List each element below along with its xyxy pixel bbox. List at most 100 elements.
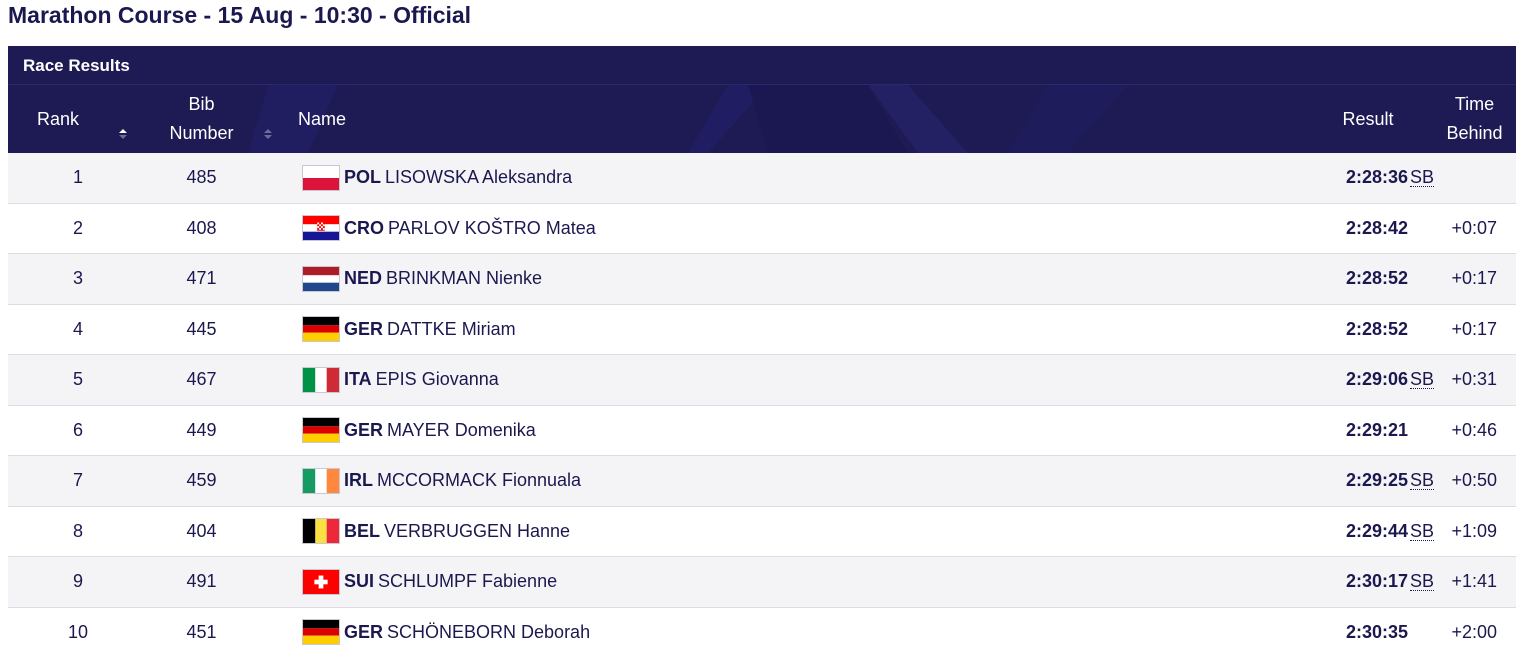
athlete-name[interactable]: MCCORMACK Fionnuala <box>377 470 582 491</box>
rank-cell: 9 <box>72 571 83 592</box>
result-cell: 2:28:52 <box>1345 318 1408 339</box>
athlete-name[interactable]: VERBRUGGEN Hanne <box>384 520 571 541</box>
athlete-cell[interactable]: SUI SCHLUMPF Fabienne <box>302 557 1202 607</box>
page-title: Marathon Course - 15 Aug - 10:30 - Offic… <box>8 2 472 28</box>
athlete-cell[interactable]: CRO PARLOV KOŠTRO Matea <box>302 204 1202 254</box>
record-mark <box>1410 204 1440 254</box>
bib-cell: 467 <box>186 369 217 390</box>
record-mark: SB <box>1410 167 1435 188</box>
results-table: Race Results Rank Bib Number Name Result <box>8 46 1516 656</box>
table-row[interactable]: 5 467 ITA EPIS Giovanna 2:29:06 SB +0:31 <box>8 355 1516 406</box>
germany-flag-icon <box>302 316 340 343</box>
rank-cell: 4 <box>72 318 83 339</box>
athlete-cell[interactable]: ITA EPIS Giovanna <box>302 355 1202 405</box>
nationality-code: POL <box>344 167 382 188</box>
table-row[interactable]: 7 459 IRL MCCORMACK Fionnuala 2:29:25 SB… <box>8 456 1516 507</box>
athlete-cell[interactable]: GER DATTKE Miriam <box>302 305 1202 355</box>
result-cell: 2:30:17 <box>1345 571 1408 592</box>
athlete-name[interactable]: LISOWSKA Aleksandra <box>385 167 573 188</box>
athlete-cell[interactable]: GER SCHÖNEBORN Deborah <box>302 608 1202 656</box>
table-row[interactable]: 10 451 GER SCHÖNEBORN Deborah 2:30:35 +2… <box>8 607 1516 656</box>
rank-cell: 7 <box>72 470 83 491</box>
athlete-cell[interactable]: POL LISOWSKA Aleksandra <box>302 153 1202 203</box>
result-cell: 2:29:44 <box>1345 520 1408 541</box>
table-row[interactable]: 4 445 GER DATTKE Miriam 2:28:52 +0:17 <box>8 304 1516 355</box>
result-cell: 2:29:21 <box>1345 419 1408 440</box>
result-cell: 2:29:25 <box>1345 470 1408 491</box>
rank-cell: 10 <box>67 621 89 642</box>
ireland-flag-icon <box>302 467 340 494</box>
time-behind-cell: +0:46 <box>1451 419 1497 440</box>
section-title: Race Results <box>8 46 1516 85</box>
rank-cell: 6 <box>72 419 83 440</box>
belgium-flag-icon <box>302 518 340 545</box>
bib-cell: 459 <box>186 470 217 491</box>
nationality-code: GER <box>344 419 384 440</box>
nationality-code: GER <box>344 318 384 339</box>
athlete-cell[interactable]: IRL MCCORMACK Fionnuala <box>302 456 1202 506</box>
result-cell: 2:28:42 <box>1345 217 1408 238</box>
time-behind-cell: +1:09 <box>1451 520 1497 541</box>
table-header: Rank Bib Number Name Result Time Behind <box>8 85 1516 153</box>
record-mark: SB <box>1410 470 1435 491</box>
germany-flag-icon <box>302 619 340 646</box>
italy-flag-icon <box>302 366 340 393</box>
nationality-code: NED <box>344 268 383 289</box>
time-behind-cell: +1:41 <box>1451 571 1497 592</box>
nationality-code: SUI <box>344 571 375 592</box>
nationality-code: ITA <box>344 369 372 390</box>
nationality-code: GER <box>344 621 384 642</box>
time-behind-cell: +2:00 <box>1451 621 1497 642</box>
bib-cell: 491 <box>186 571 217 592</box>
athlete-cell[interactable]: GER MAYER Domenika <box>302 406 1202 456</box>
record-mark <box>1410 608 1440 656</box>
record-mark: SB <box>1410 520 1435 541</box>
rank-cell: 1 <box>72 167 83 188</box>
table-row[interactable]: 6 449 GER MAYER Domenika 2:29:21 +0:46 <box>8 405 1516 456</box>
result-cell: 2:28:52 <box>1345 268 1408 289</box>
rank-cell: 8 <box>72 520 83 541</box>
athlete-name[interactable]: PARLOV KOŠTRO Matea <box>388 217 596 238</box>
athlete-name[interactable]: SCHÖNEBORN Deborah <box>387 621 591 642</box>
time-behind-cell: +0:50 <box>1451 470 1497 491</box>
athlete-name[interactable]: SCHLUMPF Fabienne <box>378 571 558 592</box>
nationality-code: IRL <box>344 470 373 491</box>
athlete-cell[interactable]: BEL VERBRUGGEN Hanne <box>302 507 1202 557</box>
time-behind-cell: +0:17 <box>1451 318 1497 339</box>
bib-cell: 404 <box>186 520 217 541</box>
rank-cell: 3 <box>72 268 83 289</box>
table-row[interactable]: 1 485 POL LISOWSKA Aleksandra 2:28:36 SB <box>8 153 1516 204</box>
column-header-bib-number[interactable]: Bib Number <box>169 94 234 143</box>
bib-cell: 451 <box>186 621 217 642</box>
bib-cell: 449 <box>186 419 217 440</box>
record-mark <box>1410 406 1440 456</box>
time-behind-cell <box>1440 153 1497 203</box>
table-row[interactable]: 2 408 CRO PARLOV KOŠTRO Matea 2:28:42 +0… <box>8 203 1516 254</box>
record-mark <box>1410 254 1440 304</box>
nationality-code: CRO <box>344 217 384 238</box>
nationality-code: BEL <box>344 520 380 541</box>
athlete-name[interactable]: EPIS Giovanna <box>375 369 499 390</box>
athlete-cell[interactable]: NED BRINKMAN Nienke <box>302 254 1202 304</box>
column-header-result: Result <box>1342 108 1394 129</box>
table-row[interactable]: 3 471 NED BRINKMAN Nienke 2:28:52 +0:17 <box>8 254 1516 305</box>
sort-arrows-icon[interactable] <box>261 127 275 141</box>
table-row[interactable]: 9 491 SUI SCHLUMPF Fabienne 2:30:17 SB +… <box>8 557 1516 608</box>
athlete-name[interactable]: BRINKMAN Nienke <box>386 268 543 289</box>
record-mark: SB <box>1410 571 1435 592</box>
germany-flag-icon <box>302 417 340 444</box>
time-behind-cell: +0:07 <box>1451 217 1497 238</box>
sort-arrows-icon[interactable] <box>116 127 130 141</box>
table-row[interactable]: 8 404 BEL VERBRUGGEN Hanne 2:29:44 SB +1… <box>8 506 1516 557</box>
time-behind-cell: +0:17 <box>1451 268 1497 289</box>
result-cell: 2:30:35 <box>1345 621 1408 642</box>
bib-cell: 445 <box>186 318 217 339</box>
rank-cell: 5 <box>72 369 83 390</box>
bib-cell: 408 <box>186 217 217 238</box>
column-header-rank[interactable]: Rank <box>36 108 80 129</box>
switzerland-flag-icon <box>302 568 340 595</box>
result-cell: 2:29:06 <box>1345 369 1408 390</box>
rank-cell: 2 <box>72 217 83 238</box>
athlete-name[interactable]: DATTKE Miriam <box>387 318 516 339</box>
athlete-name[interactable]: MAYER Domenika <box>387 419 536 440</box>
